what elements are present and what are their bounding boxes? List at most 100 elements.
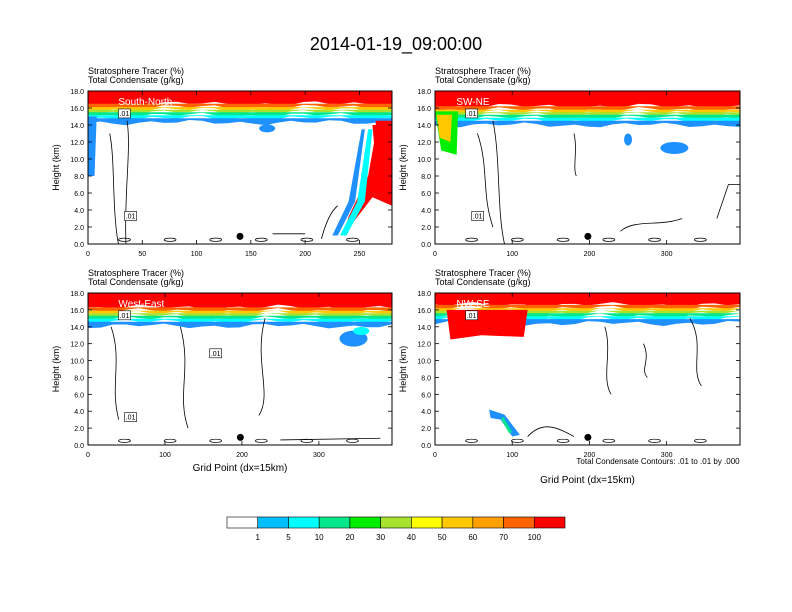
tracer-band [88,112,392,118]
colorbar-box [257,516,289,529]
condensate-contour [163,438,177,443]
condensate-contour [693,438,707,443]
condensate-contour [527,426,575,437]
tracer-band [435,112,740,118]
colorbar-box [226,516,259,529]
y-tick-label: 6.0 [74,392,84,399]
x-tick-label: 200 [584,251,596,258]
tracer-intrusion-edge [332,129,365,236]
y-tick-label: 16.0 [417,106,431,113]
colorbar-box [533,516,566,529]
y-tick-label: 10.0 [70,359,84,366]
tracer-band [88,315,392,322]
condensate-contour [300,237,314,242]
tracer-patch [446,309,528,340]
plot-area: .01 .01 .01 West-East [88,293,392,445]
colorbar-box [441,516,474,529]
tracer-band [435,91,740,110]
x-tick-label: 0 [86,452,90,459]
colorbar-label: 70 [499,533,508,542]
contour-label: .01 [118,108,131,119]
y-tick-label: 16.0 [70,106,84,113]
y-axis-label: Height (km) [398,144,408,191]
condensate-contour [573,133,577,177]
condensate-contour [643,343,648,378]
condensate-contour [510,237,524,242]
tracer-patch [353,327,370,335]
condensate-contour [118,237,131,242]
colorbar-label: 50 [438,533,447,542]
colorbar-label: 100 [528,533,542,542]
colorbar-box [288,516,320,529]
panel-title-tracer: Stratosphere Tracer (%) [88,268,184,278]
y-tick-label: 0.0 [74,242,84,249]
y-tick-label: 0.0 [421,242,431,249]
panel-west-east: Stratosphere Tracer (%)Total Condensate … [51,268,393,474]
tracer-patch [660,141,689,154]
contour-label: .01 [465,108,478,119]
tracer-band [88,318,392,324]
condensate-contour [492,120,505,244]
condensate-contour [648,438,661,443]
tracer-patch [259,124,276,133]
x-tick-label: 50 [138,251,146,258]
tracer-band [435,304,740,311]
panel-title-condensate: Total Condensate (g/kg) [88,277,184,287]
y-tick-label: 0.0 [74,443,84,450]
y-axis-label: Height (km) [51,346,61,393]
plot-area: .01 NW-SE [435,293,740,445]
contour-note: Total Condensate Contours: .01 to .01 by… [576,457,740,466]
contour-label: .01 [465,310,478,321]
colorbar-label: 20 [345,533,354,542]
tracer-low-patch [501,416,513,434]
panel-frame [87,90,393,245]
contour-label: .01 [471,211,485,221]
x-tick-label: 150 [245,251,257,258]
svg-text:.01: .01 [126,213,136,220]
y-tick-label: 4.0 [421,208,431,215]
colorbar-box [349,516,381,529]
y-tick-label: 12.0 [70,140,84,147]
tracer-band [88,103,392,110]
svg-text:.01: .01 [211,351,221,358]
y-tick-label: 4.0 [74,208,84,215]
y-tick-label: 12.0 [417,140,431,147]
condensate-contour [602,438,616,443]
contour-label: .01 [124,412,137,422]
x-tick-label: 200 [236,452,248,459]
panels: Stratosphere Tracer (%)Total Condensate … [51,66,741,486]
tracer-left-blue [88,116,97,176]
y-tick-label: 14.0 [417,325,431,332]
y-axis-label: Height (km) [398,346,408,393]
y-tick-label: 12.0 [70,342,84,349]
tracer-band [435,106,740,113]
panel-title-tracer: Stratosphere Tracer (%) [435,268,531,278]
colorbar-label: 30 [376,533,385,542]
condensate-contour [602,237,616,242]
condensate-contour [465,237,478,242]
y-tick-label: 10.0 [70,157,84,164]
y-tick-label: 18.0 [70,89,84,96]
colorbar-label: 5 [286,533,291,542]
tracer-band [435,293,740,308]
condensate-contour [163,237,177,242]
x-axis-label: Grid Point (dx=15km) [540,475,635,486]
svg-text:.01: .01 [120,313,130,320]
condensate-contour [689,318,702,387]
y-tick-label: 0.0 [421,443,431,450]
tracer-band [88,321,392,329]
location-marker [236,433,244,441]
condensate-contour [556,237,570,242]
svg-text:.01: .01 [467,313,477,320]
y-tick-label: 8.0 [74,174,84,181]
y-tick-label: 6.0 [74,191,84,198]
condensate-contour [604,326,612,395]
x-tick-label: 100 [159,452,171,459]
condensate-contour [179,326,189,429]
condensate-contour [209,237,223,242]
y-tick-label: 16.0 [417,308,431,315]
y-axis-label: Height (km) [51,144,61,191]
y-tick-label: 14.0 [70,123,84,130]
panel-frame [434,292,741,446]
colorbar-label: 60 [468,533,477,542]
